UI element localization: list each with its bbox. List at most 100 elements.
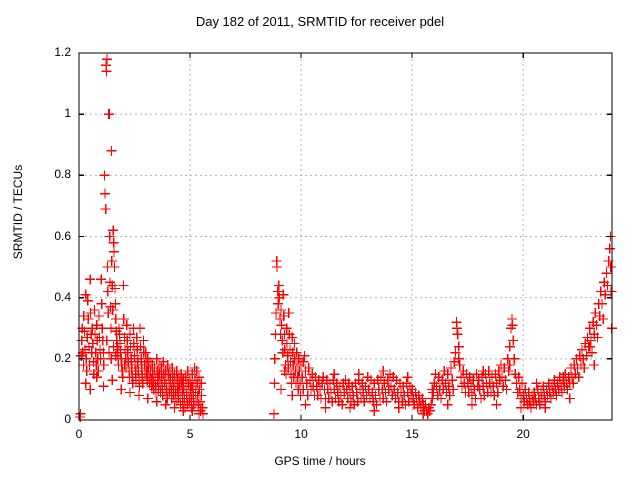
data-point-marker (128, 338, 139, 349)
data-point-marker (605, 262, 616, 273)
data-point-marker (101, 54, 112, 65)
data-point-marker (187, 405, 198, 416)
data-point-marker (454, 359, 465, 370)
data-point-marker (426, 399, 437, 410)
data-point-marker (602, 280, 613, 291)
data-point-marker (196, 378, 207, 389)
data-point-marker (133, 390, 144, 401)
data-point-marker (600, 289, 611, 300)
data-point-marker (300, 399, 311, 410)
data-point-marker (534, 399, 545, 410)
data-point-marker (478, 366, 489, 377)
data-point-marker (80, 289, 91, 300)
data-point-marker (369, 405, 380, 416)
data-point-marker (500, 375, 511, 386)
data-point-marker (107, 304, 118, 315)
data-point-marker (104, 231, 115, 242)
data-point-marker (195, 396, 206, 407)
data-point-marker (589, 359, 600, 370)
data-point-marker (268, 408, 279, 419)
data-point-marker (558, 372, 569, 383)
data-point-marker (169, 402, 180, 413)
data-point-marker (568, 378, 579, 389)
data-point-marker (96, 274, 107, 285)
data-point-marker (112, 344, 123, 355)
data-point-marker (452, 329, 463, 340)
data-point-marker (130, 366, 141, 377)
data-point-marker (381, 396, 392, 407)
data-point-marker (289, 338, 300, 349)
data-point-marker (573, 372, 584, 383)
data-point-marker (564, 393, 575, 404)
data-point-marker (194, 384, 205, 395)
data-point-marker (151, 396, 162, 407)
data-point-marker (116, 384, 127, 395)
data-point-marker (584, 341, 595, 352)
data-point-marker (101, 335, 112, 346)
data-point-marker (584, 323, 595, 334)
data-point-marker (101, 66, 112, 77)
data-point-marker (99, 170, 110, 181)
data-point-marker (152, 372, 163, 383)
data-point-marker (376, 372, 387, 383)
data-point-marker (562, 384, 573, 395)
data-point-marker (601, 268, 612, 279)
data-point-marker (299, 350, 310, 361)
data-point-marker (196, 390, 207, 401)
data-point-marker (142, 393, 153, 404)
data-point-marker (80, 378, 91, 389)
data-point-marker (273, 298, 284, 309)
data-point-marker (320, 402, 331, 413)
grid-lines (80, 52, 611, 419)
data-point-marker (91, 372, 102, 383)
y-tick-label: 0.2 (54, 350, 71, 365)
data-point-marker (585, 335, 596, 346)
data-point-marker (517, 378, 528, 389)
data-point-marker (283, 307, 294, 318)
data-point-marker (96, 298, 107, 309)
data-point-marker (501, 384, 512, 395)
data-point-marker (592, 332, 603, 343)
data-point-marker (447, 375, 458, 386)
y-tick-label: 0.6 (54, 228, 71, 243)
data-point-marker (507, 320, 518, 331)
data-point-marker (122, 347, 133, 358)
data-point-marker (417, 393, 428, 404)
data-point-marker (287, 332, 298, 343)
data-point-marker (278, 311, 289, 322)
data-point-marker (393, 402, 404, 413)
data-point-marker (160, 399, 171, 410)
data-point-marker (197, 402, 208, 413)
data-point-marker (587, 347, 598, 358)
data-point-marker (297, 372, 308, 383)
data-point-marker (95, 353, 106, 364)
data-point-marker (579, 363, 590, 374)
data-point-marker (138, 335, 149, 346)
data-point-marker (442, 369, 453, 380)
data-point-marker (382, 375, 393, 386)
data-point-marker (303, 363, 314, 374)
data-point-marker (453, 341, 464, 352)
data-point-marker (279, 366, 290, 377)
y-tick-label: 0.8 (54, 167, 71, 182)
data-point-marker (504, 359, 515, 370)
data-series (75, 54, 617, 422)
data-point-marker (135, 323, 146, 334)
data-point-marker (121, 320, 132, 331)
y-tick-label: 0 (64, 412, 71, 426)
data-point-marker (493, 366, 504, 377)
data-point-marker (100, 203, 111, 214)
data-point-marker (445, 363, 456, 374)
tick-marks (78, 52, 612, 421)
data-point-marker (276, 320, 287, 331)
data-point-marker (467, 399, 478, 410)
chart-title: Day 182 of 2011, SRMTID for receiver pde… (195, 14, 445, 29)
data-point-marker (453, 353, 464, 364)
data-point-marker (106, 255, 117, 266)
data-point-marker (450, 347, 461, 358)
data-point-marker (175, 378, 186, 389)
data-point-marker (424, 405, 435, 416)
data-point-marker (491, 399, 502, 410)
